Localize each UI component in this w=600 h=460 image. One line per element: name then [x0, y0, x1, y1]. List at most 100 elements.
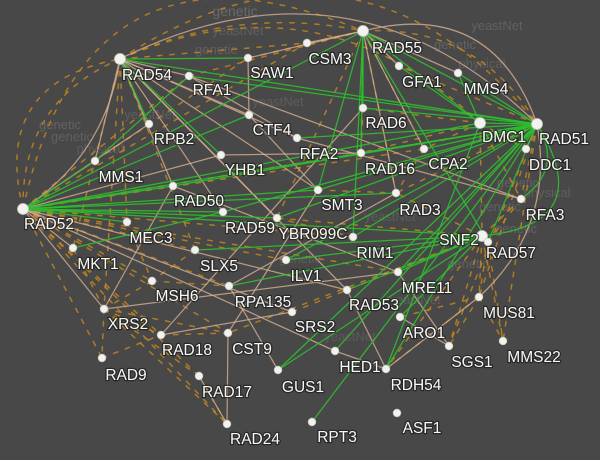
network-node-RPA135[interactable] [224, 281, 234, 291]
edge-XRS2-RAD9 [101, 308, 105, 359]
network-node-XRS2[interactable] [99, 304, 109, 314]
network-node-MRE11[interactable] [393, 267, 403, 277]
network-node-RAD24[interactable] [222, 419, 232, 429]
network-node-SLX5[interactable] [190, 245, 200, 255]
watermark-text: genetic [479, 199, 521, 214]
node-label-RAD16: RAD16 [365, 161, 415, 178]
network-node-CTF4[interactable] [244, 110, 254, 120]
network-node-MUS81[interactable] [474, 292, 484, 302]
network-node-DDC1[interactable] [521, 144, 531, 154]
edge-RAD54-MEC3 [119, 58, 128, 223]
network-node-ARO1[interactable] [395, 312, 405, 322]
edge-RAD55-MMS4 [362, 30, 459, 74]
network-node-GFA1[interactable] [394, 61, 404, 71]
node-label-XRS2: XRS2 [108, 316, 149, 333]
network-node-RAD54[interactable] [114, 53, 126, 65]
network-node-MSH6[interactable] [147, 276, 157, 286]
network-node-RFA3[interactable] [516, 194, 526, 204]
node-label-RAD57: RAD57 [486, 245, 536, 262]
network-node-MMS1[interactable] [90, 156, 100, 166]
network-node-YHB1[interactable] [216, 150, 226, 160]
network-node-RAD18[interactable] [156, 330, 166, 340]
network-node-MEC3[interactable] [122, 217, 132, 227]
edge-XRS2-RAD24 [103, 308, 228, 425]
edge-RAD51-RAD55 [362, 30, 538, 125]
network-node-MKT1[interactable] [68, 243, 78, 253]
node-label-MMS22: MMS22 [507, 349, 560, 366]
network-node-HED1[interactable] [330, 346, 340, 356]
network-node-RAD52[interactable] [17, 203, 29, 215]
node-label-MEC3: MEC3 [129, 230, 172, 247]
node-layer [17, 25, 543, 429]
network-node-MMS22[interactable] [498, 336, 508, 346]
node-label-GFA1: GFA1 [402, 74, 442, 91]
network-node-RDH54[interactable] [381, 364, 391, 374]
edge-RAD52-RAD54 [16, 58, 121, 210]
network-node-YBR099C[interactable] [272, 213, 282, 223]
network-node-SNF2[interactable] [476, 230, 488, 242]
network-node-RAD50[interactable] [168, 181, 178, 191]
network-node-RPT3[interactable] [307, 417, 317, 427]
network-node-ILV1[interactable] [281, 255, 291, 265]
edge-RAD52-SMT3 [22, 189, 319, 210]
network-node-RAD57[interactable] [483, 237, 493, 247]
network-node-RAD53[interactable] [342, 285, 352, 295]
edge-RAD52-MEC3 [22, 208, 128, 223]
network-node-RFA1[interactable] [184, 71, 194, 81]
network-node-RAD9[interactable] [97, 353, 107, 363]
network-node-SGS1[interactable] [444, 341, 454, 351]
network-node-RAD17[interactable] [194, 371, 204, 381]
edge-SNF2-YBR099C [276, 217, 483, 237]
network-node-MMS4[interactable] [453, 68, 463, 78]
edge-RAD52-MMS1 [22, 160, 96, 210]
network-node-SRS2[interactable] [287, 307, 297, 317]
node-label-HED1: HED1 [339, 359, 380, 376]
edge-RAD24-CST9 [226, 332, 229, 425]
network-node-SAW1[interactable] [243, 53, 253, 63]
network-node-DMC1[interactable] [474, 117, 486, 129]
edge-RAD51-RAD57 [487, 123, 538, 243]
watermark-text: yeastNet [212, 23, 264, 38]
edge-RAD55-CPA2 [362, 30, 425, 150]
edge-RAD57-MMS22 [487, 241, 504, 342]
edge-RAD51-MRE11 [397, 123, 538, 273]
node-label-RAD55: RAD55 [372, 40, 422, 57]
watermark-text: genetic [51, 129, 93, 144]
edge-RAD51-RAD6 [362, 107, 538, 125]
network-node-RAD55[interactable] [357, 25, 369, 37]
node-label-YBR099C: YBR099C [279, 226, 348, 243]
edge-RPA135-SNF2 [228, 235, 483, 287]
network-node-RAD6[interactable] [358, 103, 368, 113]
edge-MUS81-ARO1 [399, 296, 480, 318]
edge-RAD54-RPB2 [119, 58, 150, 125]
network-node-GUS1[interactable] [273, 365, 283, 375]
edge-RAD52-RAD3 [22, 192, 397, 210]
network-node-RIM1[interactable] [348, 232, 358, 242]
network-node-CST9[interactable] [223, 328, 233, 338]
network-node-RAD59[interactable] [218, 207, 228, 217]
network-node-SMT3[interactable] [313, 185, 323, 195]
network-node-CSM3[interactable] [302, 38, 312, 48]
edge-SNF2-RFA3 [481, 198, 522, 237]
node-label-SNF2: SNF2 [439, 232, 479, 249]
network-node-CPA2[interactable] [419, 144, 429, 154]
edge-RAD51-RPT3 [311, 123, 538, 423]
edge-SNF2-CST9 [227, 235, 483, 334]
edge-RAD52-RAD24 [22, 208, 228, 425]
network-node-ASF1[interactable] [392, 408, 402, 418]
edge-RAD54-RAD52 [22, 58, 121, 210]
edge-RAD51-SGS1 [448, 123, 538, 347]
network-node-RAD51[interactable] [531, 118, 543, 130]
network-node-RAD3[interactable] [391, 188, 401, 198]
node-label-MRE11: MRE11 [402, 280, 453, 297]
edge-RAD51-SMT3 [317, 123, 538, 191]
node-label-RPT3: RPT3 [317, 429, 357, 446]
network-node-RFA2[interactable] [292, 133, 302, 143]
network-node-RPB2[interactable] [144, 119, 154, 129]
edge-RAD53-RDH54 [346, 289, 387, 370]
edge-RAD52-RAD59 [22, 208, 224, 213]
edge-RAD54-RFA1 [119, 58, 190, 77]
watermark-text: yeastNet [252, 94, 304, 109]
network-node-RAD16[interactable] [356, 148, 366, 158]
node-label-SRS2: SRS2 [295, 319, 336, 336]
